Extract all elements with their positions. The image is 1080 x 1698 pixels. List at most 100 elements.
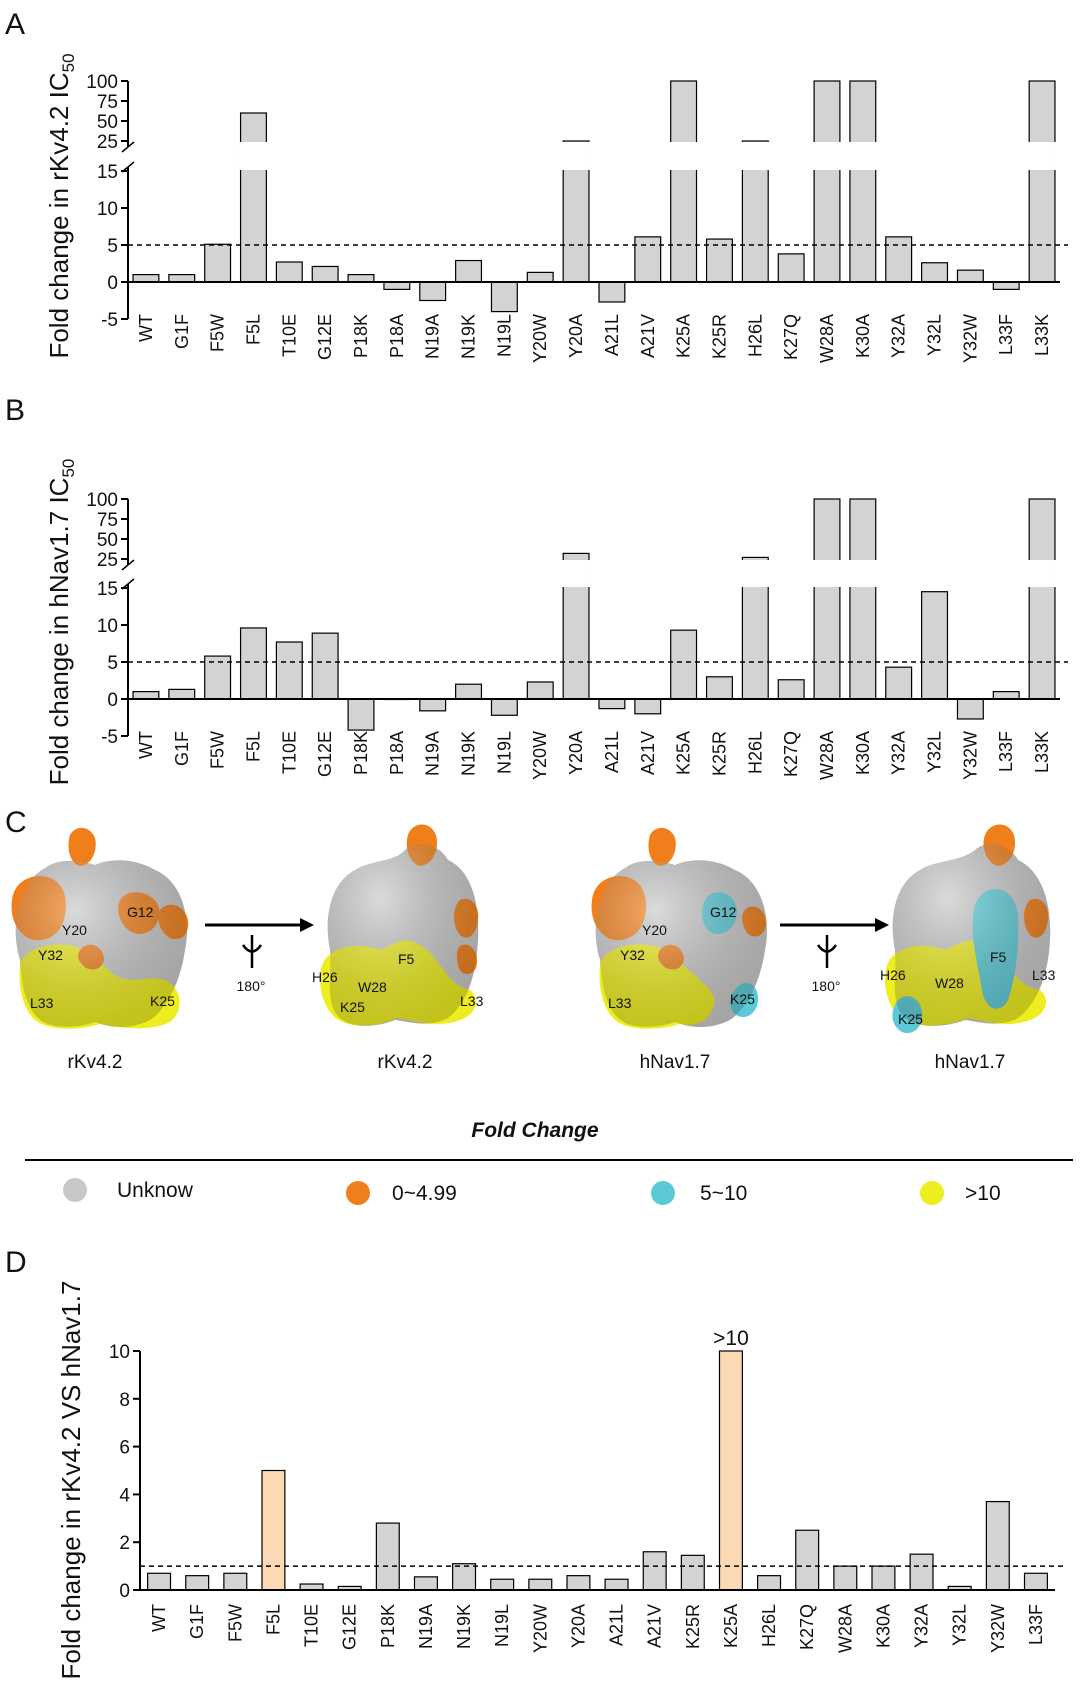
y-tick-label: 0 <box>107 690 118 711</box>
x-tick-label: L33F <box>996 731 1016 772</box>
residue-label: L33 <box>30 995 54 1011</box>
residue-label: L33 <box>460 993 484 1009</box>
y-tick-label: 100 <box>86 490 118 511</box>
x-tick-label: N19A <box>423 314 443 359</box>
structure-hnav17-front: G12 Y20 Y32 K25 L33 hNav1.7 <box>591 827 767 1073</box>
x-tick-label: G1F <box>172 314 192 349</box>
x-tick-label: W28A <box>817 731 837 780</box>
x-tick-label: G12E <box>315 731 335 777</box>
panel-d-letter: D <box>5 1246 27 1279</box>
residue-label: W28 <box>358 979 387 995</box>
bar <box>528 1578 553 1591</box>
bar <box>921 262 949 283</box>
residue-label: G12 <box>127 904 154 920</box>
surface-shading <box>595 860 767 1027</box>
x-tick-label: P18K <box>351 731 371 775</box>
residue-label: Y32 <box>38 947 63 963</box>
bar-break-gap <box>239 142 268 170</box>
x-tick-label: T10E <box>279 731 299 774</box>
bar <box>490 698 518 716</box>
x-tick-label: F5W <box>208 314 228 352</box>
panel-d: D Fold change in rKv4.2 VS hNav1.7 0 2 4 6 8… <box>5 1246 1063 1679</box>
x-tick-label: A21L <box>607 1604 627 1646</box>
x-tick-label: A21L <box>602 731 622 773</box>
x-tick-label: N19K <box>459 314 479 359</box>
axis-break-mark <box>121 141 135 153</box>
bar-break-gap <box>562 560 590 587</box>
residue-label: Y32 <box>620 947 645 963</box>
bar <box>168 274 196 283</box>
y-tick-label: 75 <box>97 92 118 113</box>
structure-caption: rKv4.2 <box>378 1052 433 1073</box>
bar <box>204 243 232 283</box>
x-tick-label: WT <box>136 731 156 759</box>
x-tick-label: K25R <box>709 731 729 776</box>
structure-rkv42-back: F5 H26 W28 K25 L33 rKv4.2 <box>312 824 484 1073</box>
x-tick-label: F5L <box>263 1604 283 1635</box>
bar <box>598 698 626 710</box>
y-tick-label: 10 <box>97 616 118 637</box>
x-tick-label: Y32W <box>988 1604 1008 1653</box>
bar <box>566 1575 591 1591</box>
y-tick-label: 75 <box>97 510 118 531</box>
bar-break-gap <box>1028 560 1056 587</box>
x-tick-label: F5L <box>243 731 263 762</box>
x-tick-label: P18K <box>351 314 371 358</box>
bar <box>455 259 483 283</box>
y-tick-label: 15 <box>97 162 118 183</box>
structure-rkv42-front: G12 Y20 Y32 L33 K25 rKv4.2 <box>11 827 189 1073</box>
x-tick-label: Y20A <box>566 314 586 358</box>
bar <box>849 80 877 283</box>
bar <box>185 1575 210 1591</box>
structure-caption: hNav1.7 <box>935 1052 1006 1073</box>
y-tick-label: -5 <box>101 310 118 331</box>
x-tick-label: L33K <box>1032 731 1052 773</box>
y-tick-label: 10 <box>109 1342 130 1363</box>
residue-label: W28 <box>935 975 964 991</box>
bar <box>871 1565 896 1591</box>
bar-break-gap <box>848 142 877 170</box>
legend-title: Fold Change <box>471 1119 598 1142</box>
y-tick-label: 0 <box>107 273 118 294</box>
bar <box>849 498 877 700</box>
surface-shading <box>15 860 187 1027</box>
bar <box>490 281 518 313</box>
bar <box>833 1565 858 1591</box>
y-tick-label: 10 <box>97 199 118 220</box>
bar-break-gap <box>669 142 698 170</box>
bar <box>1028 80 1056 283</box>
x-tick-label: F5L <box>243 314 263 345</box>
x-tick-label: K25A <box>674 731 694 775</box>
x-tick-label: K27Q <box>781 314 801 360</box>
residue-label: K25 <box>898 1011 923 1027</box>
y-tick-label: 2 <box>119 1533 130 1554</box>
y-tick-label: 50 <box>97 112 118 133</box>
legend-label: 5~10 <box>700 1182 747 1205</box>
bar <box>992 281 1020 291</box>
bar-break-gap <box>1028 142 1056 170</box>
bar <box>757 1575 782 1591</box>
x-tick-label: Y32W <box>960 314 980 363</box>
panel-d-ylabel: Fold change in rKv4.2 VS hNav1.7 <box>56 1281 86 1680</box>
bar <box>132 274 160 283</box>
bar <box>413 1576 438 1591</box>
panel-d-chart: 0 2 4 6 8 10 WT G1F F5W F5L T10E G12E P18K N19A N19K N1… <box>109 1327 1063 1653</box>
residue-label: G12 <box>710 904 737 920</box>
x-tick-label: W28A <box>817 314 837 363</box>
bar <box>383 281 411 291</box>
bar-highlight <box>261 1469 286 1591</box>
bar <box>670 629 698 700</box>
structure-caption: rKv4.2 <box>68 1052 123 1073</box>
x-tick-label: N19K <box>454 1604 474 1649</box>
panel-a-letter: A <box>5 8 25 41</box>
y-tick-label: 5 <box>107 236 118 257</box>
x-tick-label: A21V <box>645 1604 665 1648</box>
rotation-arrow: 180° <box>205 918 314 994</box>
x-tick-label: P18K <box>378 1604 398 1648</box>
y-tick-label: 0 <box>119 1581 130 1602</box>
bar <box>375 1522 400 1591</box>
x-tick-label: K25A <box>721 1604 741 1648</box>
legend-swatch-cyan <box>651 1181 675 1205</box>
panel-a: A Fold change in rKv4.2 IC50 -5 0 5 10 15 255… <box>5 8 1068 363</box>
